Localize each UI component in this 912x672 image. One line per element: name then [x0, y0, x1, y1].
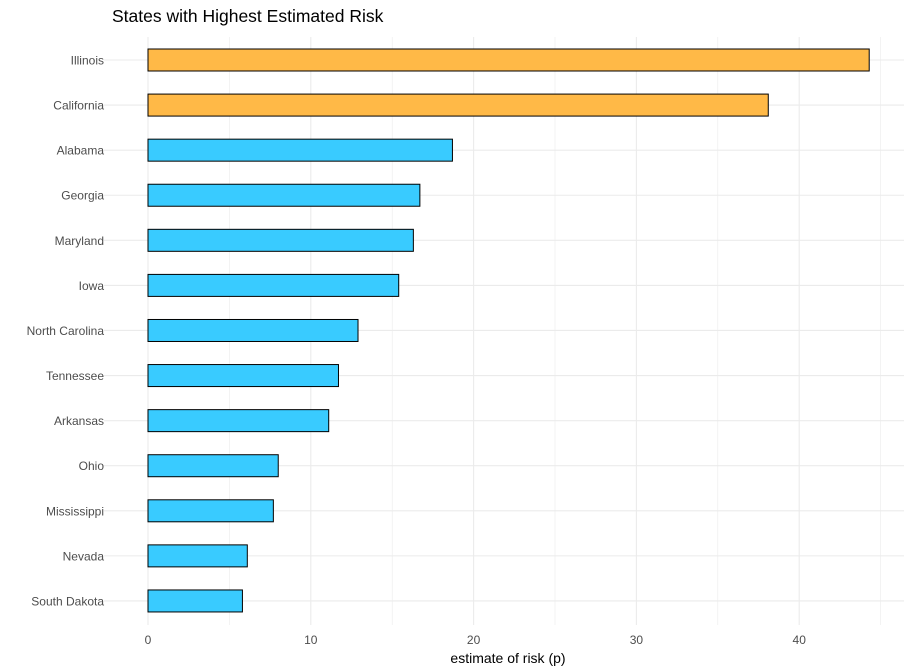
- x-tick-labels: 0 10 20 30 40: [145, 633, 807, 647]
- category-label: Illinois: [71, 54, 104, 68]
- category-label: Iowa: [79, 279, 105, 293]
- category-label: Mississippi: [46, 504, 104, 518]
- x-tick-label: 20: [467, 633, 481, 647]
- bars: [147, 48, 870, 613]
- bar-nevada: [147, 544, 248, 568]
- bar-maryland: [147, 228, 414, 252]
- bar-ohio: [147, 454, 279, 478]
- category-label: Alabama: [57, 144, 105, 158]
- x-tick-label: 0: [145, 633, 152, 647]
- bar-north-carolina: [147, 318, 359, 342]
- category-label: Ohio: [79, 459, 105, 473]
- category-label: South Dakota: [31, 594, 104, 608]
- x-axis-title: estimate of risk (p): [450, 650, 565, 666]
- bar-georgia: [147, 183, 421, 207]
- category-label: Nevada: [63, 549, 105, 563]
- bar-arkansas: [147, 409, 330, 433]
- category-label: North Carolina: [27, 324, 105, 338]
- bar-mississippi: [147, 499, 274, 523]
- chart-title: States with Highest Estimated Risk: [112, 6, 384, 26]
- x-tick-label: 40: [793, 633, 807, 647]
- bar-california: [147, 93, 769, 117]
- bar-south-dakota: [147, 589, 243, 613]
- bar-iowa: [147, 273, 400, 297]
- x-tick-label: 10: [304, 633, 318, 647]
- category-label: Maryland: [55, 234, 104, 248]
- category-label: California: [53, 99, 104, 113]
- category-label: Tennessee: [46, 369, 104, 383]
- category-label: Arkansas: [54, 414, 104, 428]
- bar-alabama: [147, 138, 453, 162]
- bar-illinois: [147, 48, 870, 72]
- category-labels: Illinois California Alabama Georgia Maryland…: [27, 54, 105, 609]
- bar-tennessee: [147, 364, 339, 388]
- x-tick-label: 30: [630, 633, 644, 647]
- category-label: Georgia: [61, 189, 104, 203]
